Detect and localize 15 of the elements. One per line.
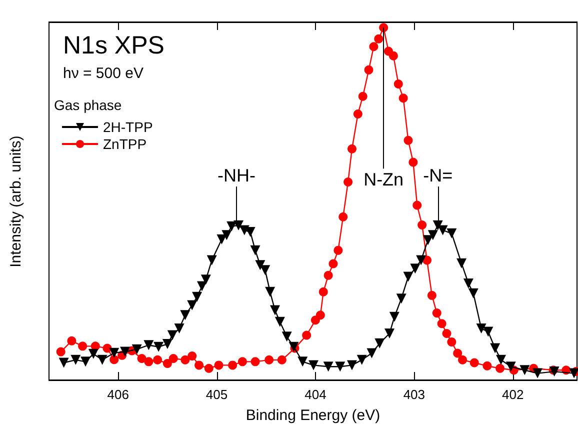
text: hν = 500 eV (63, 65, 144, 82)
legend-title: Gas phase (54, 97, 122, 113)
x-tick-label: 405 (206, 387, 228, 402)
chart-title: N1s XPS (63, 32, 164, 60)
annotation: -NH- (218, 166, 256, 186)
x-axis-title: Binding Energy (eV) (246, 407, 380, 424)
x-tick-label: 402 (502, 387, 524, 402)
x-tick-label: 404 (304, 387, 326, 402)
annotation: N-Zn (364, 170, 404, 190)
x-tick-label: 403 (403, 387, 426, 402)
x-tick-label: 406 (107, 387, 129, 402)
annotation: -N= (423, 166, 453, 186)
legend-label: ZnTPP (103, 136, 147, 152)
y-axis-title: Intensity (arb. units) (8, 135, 24, 267)
legend-label: 2H-TPP (103, 119, 153, 135)
